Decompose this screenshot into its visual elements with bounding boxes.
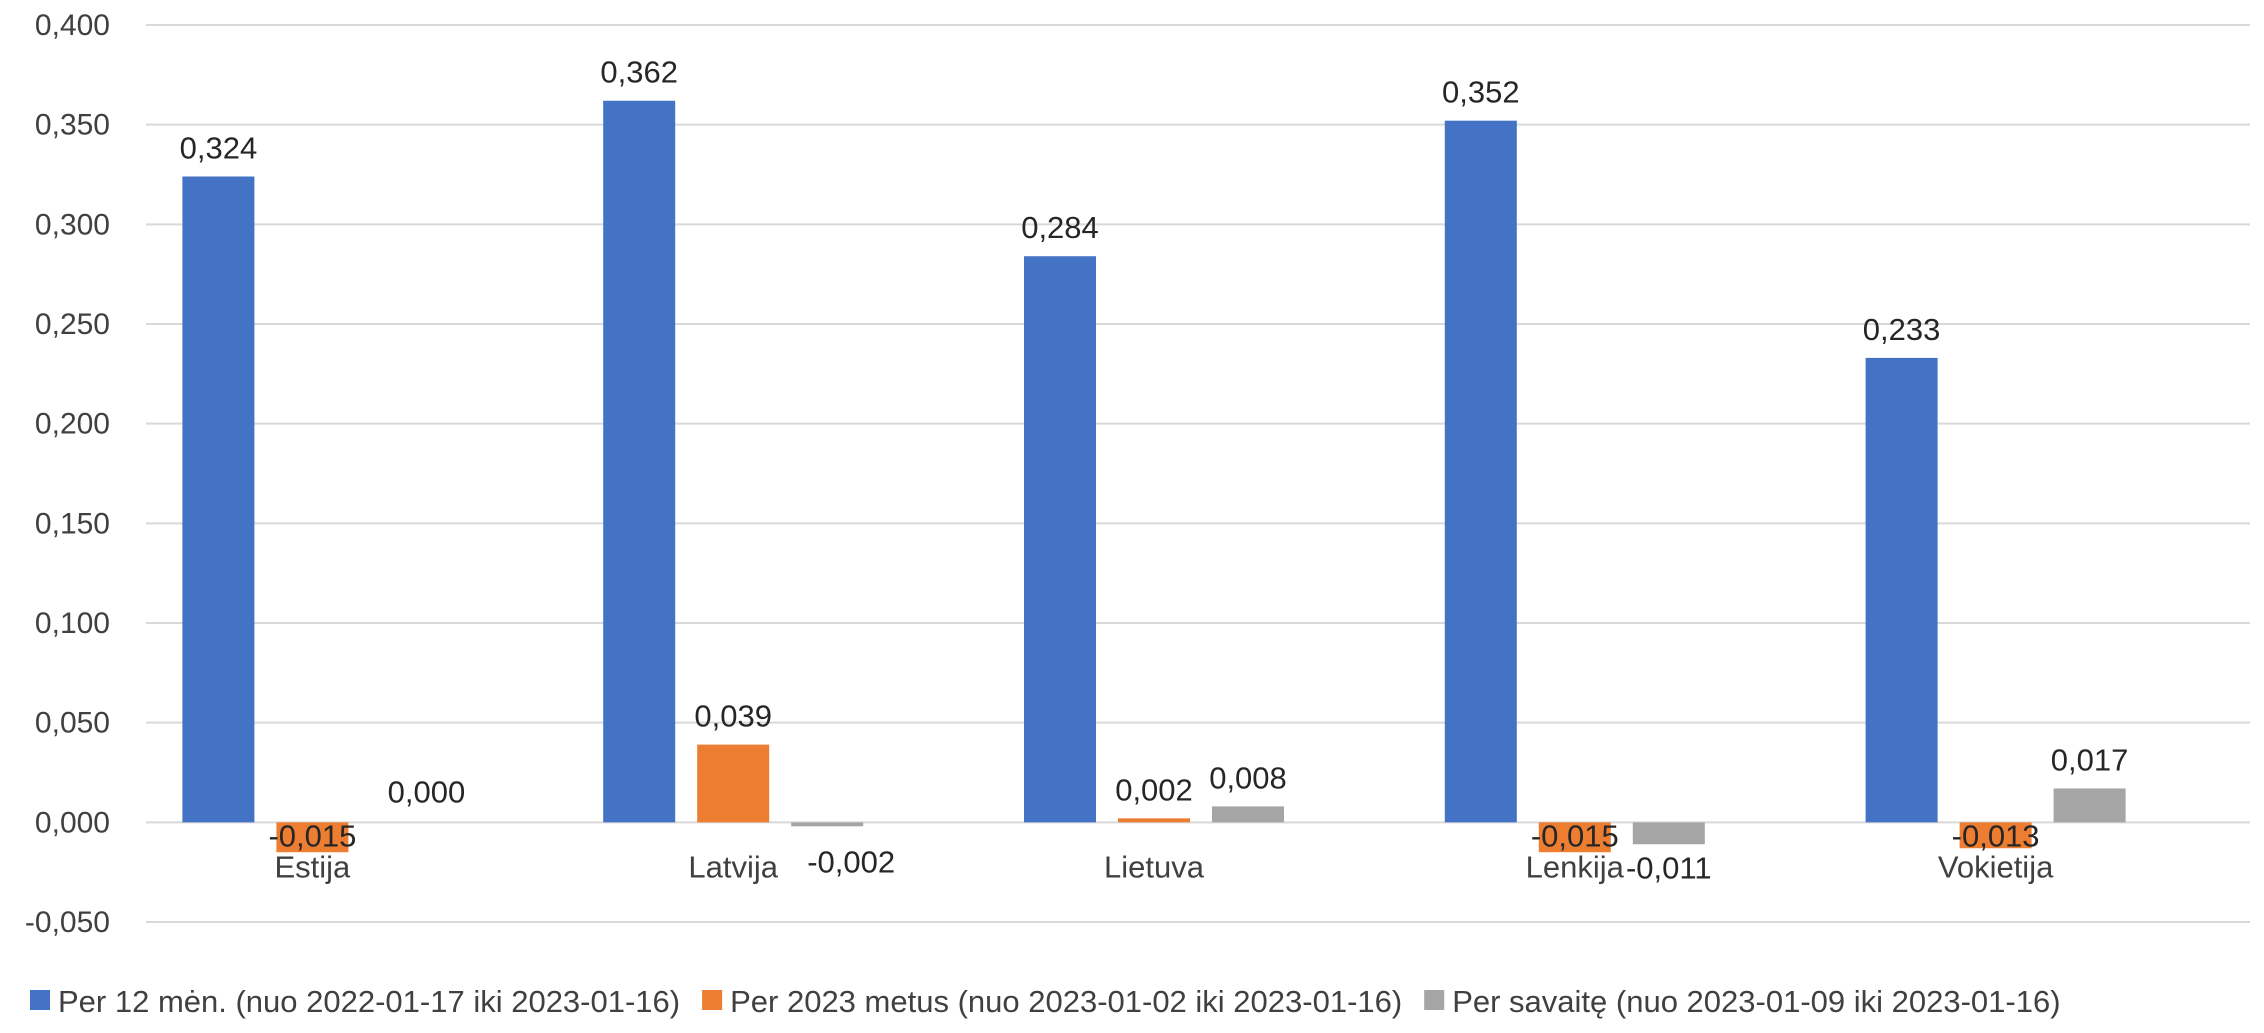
data-label: 0,352: [1442, 75, 1520, 110]
y-tick-label: 0,050: [35, 707, 110, 740]
bar-2: [1212, 806, 1284, 823]
data-label: 0,039: [694, 699, 772, 734]
data-label: 0,000: [388, 774, 466, 809]
data-label: 0,008: [1209, 760, 1287, 795]
data-labels: 0,324 -0,015 0,000 0,362 0,039 -0,002 0,284 0,0…: [180, 55, 2129, 886]
data-label: -0,015: [268, 818, 356, 853]
data-label: -0,015: [1531, 818, 1619, 853]
data-label: -0,013: [1952, 818, 2040, 853]
data-label: 0,362: [600, 55, 678, 90]
category-label: Estija: [274, 849, 351, 884]
bar-1: [697, 744, 770, 823]
bar-0: [1024, 256, 1096, 823]
bar-1: [1538, 822, 1611, 853]
y-tick-label: 0,200: [35, 408, 110, 441]
legend: Per 12 mėn. (nuo 2022-01-17 iki 2023-01-…: [30, 984, 2061, 1019]
bar-0: [1444, 120, 1517, 823]
y-tick-label: 0,250: [35, 308, 110, 341]
y-tick-label: 0,300: [35, 208, 110, 241]
y-tick-label: 0,350: [35, 109, 110, 142]
bar-2: [1632, 822, 1705, 845]
bar-1: [1959, 822, 2032, 849]
data-label: 0,284: [1021, 210, 1099, 245]
y-tick-label: -0,050: [25, 906, 110, 939]
bars: [182, 100, 2126, 853]
legend-swatch: [1424, 990, 1445, 1010]
bar-0: [603, 100, 676, 823]
category-label: Vokietija: [1938, 849, 2054, 884]
data-label: 0,324: [180, 130, 258, 165]
category-label: Lietuva: [1104, 849, 1205, 884]
legend-swatch: [702, 990, 723, 1010]
legend-label: Per savaitę (nuo 2023-01-09 iki 2023-01-…: [1452, 984, 2060, 1019]
data-label: 0,002: [1115, 772, 1193, 807]
bar-1: [276, 822, 349, 853]
category-label: Latvija: [688, 849, 778, 884]
bar-0: [1865, 357, 1938, 823]
y-tick-label: 0,000: [35, 806, 110, 839]
legend-label: Per 12 mėn. (nuo 2022-01-17 iki 2023-01-…: [58, 984, 680, 1019]
y-tick-label: 0,150: [35, 507, 110, 540]
data-label: -0,011: [1626, 850, 1712, 885]
legend-label: Per 2023 metus (nuo 2023-01-02 iki 2023-…: [730, 984, 1402, 1019]
data-label: 0,017: [2051, 742, 2129, 777]
bar-0: [182, 176, 255, 823]
gridlines: [146, 24, 2250, 923]
legend-swatch: [30, 990, 50, 1010]
bar-2: [791, 822, 864, 827]
category-label: Lenkija: [1526, 849, 1625, 884]
bar-2: [2053, 788, 2126, 823]
category-labels: Estija Latvija Lietuva Lenkija Vokietija: [274, 849, 2054, 884]
bar-1: [1118, 818, 1190, 823]
y-axis: 0,400 0,350 0,300 0,250 0,200 0,150 0,100 0,050…: [25, 9, 110, 939]
y-tick-label: 0,400: [35, 9, 110, 42]
data-label: 0,233: [1863, 312, 1941, 347]
data-label: -0,002: [807, 844, 895, 879]
y-tick-label: 0,100: [35, 607, 110, 640]
